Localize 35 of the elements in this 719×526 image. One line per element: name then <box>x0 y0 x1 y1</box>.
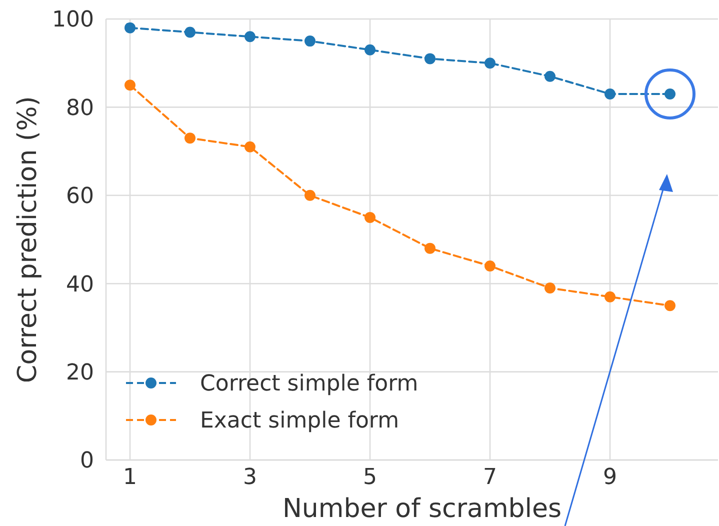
y-tick-label: 60 <box>66 184 94 210</box>
x-tick-label: 5 <box>363 465 377 490</box>
point <box>604 88 616 100</box>
x-tick-label: 7 <box>483 465 497 490</box>
x-axis-title: Number of scrambles <box>282 494 562 524</box>
point <box>184 26 196 38</box>
point <box>664 88 676 100</box>
point <box>544 70 556 82</box>
point <box>424 53 436 64</box>
x-tick-label: 1 <box>123 465 137 490</box>
y-tick-label: 100 <box>52 8 94 33</box>
point <box>244 31 256 42</box>
point <box>304 36 316 47</box>
point <box>244 141 256 152</box>
point <box>364 44 376 56</box>
point <box>664 300 676 312</box>
legend-label: Correct simple form <box>200 372 418 397</box>
point <box>484 260 496 272</box>
point <box>604 291 616 302</box>
point <box>304 190 316 201</box>
point <box>184 132 196 144</box>
point <box>424 242 436 254</box>
x-tick-label: 3 <box>243 465 257 490</box>
point <box>124 22 136 34</box>
point <box>484 58 496 69</box>
point <box>544 282 556 294</box>
point <box>124 80 136 91</box>
y-tick-label: 0 <box>80 448 94 474</box>
point <box>364 212 376 223</box>
legend-label: Exact simple form <box>200 408 400 434</box>
y-tick-label: 80 <box>66 96 94 121</box>
y-tick-label: 40 <box>66 272 94 298</box>
x-tick-label: 9 <box>603 465 617 490</box>
y-tick-label: 20 <box>66 360 94 386</box>
y-axis-title: Correct prediction (%) <box>13 96 43 383</box>
